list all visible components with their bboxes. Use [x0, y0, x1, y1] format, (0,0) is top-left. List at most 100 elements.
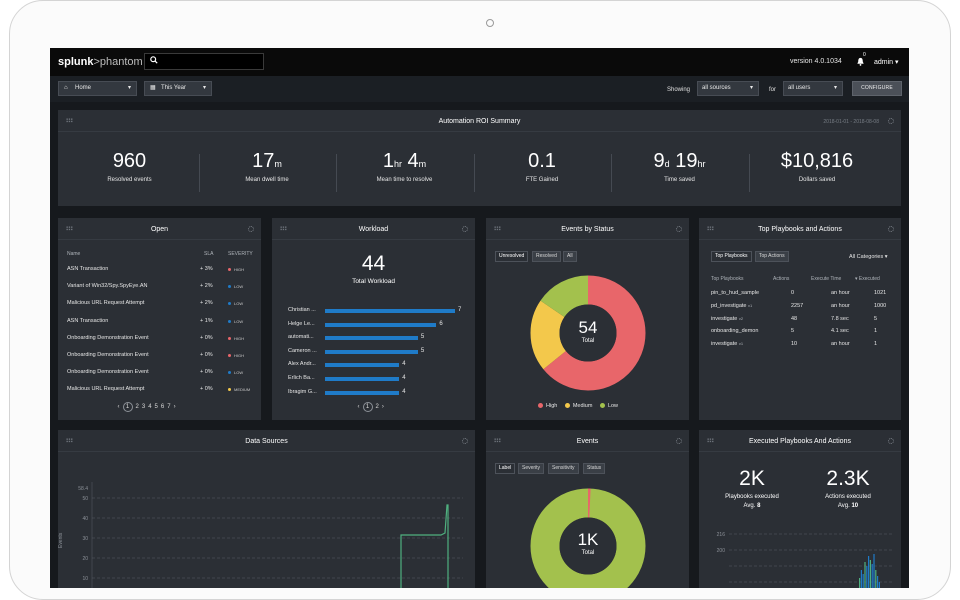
chevron-right-icon[interactable]: › — [173, 404, 176, 410]
page-link[interactable]: 1 — [122, 402, 133, 412]
drag-handle-icon[interactable] — [66, 118, 73, 123]
gear-icon[interactable] — [248, 226, 254, 232]
legend-medium[interactable]: Medium — [564, 403, 592, 409]
page-link[interactable]: 7 — [167, 404, 171, 410]
metric-unit: hr — [393, 159, 402, 169]
table-row[interactable]: investigate v2 48 7.8 sec 5 — [711, 316, 891, 326]
table-row[interactable]: Onboarding Demonstration Event + 0% HIGH — [67, 335, 253, 345]
playbook-name-text: pin_to_hud_sample — [711, 290, 760, 296]
table-row[interactable]: pin_to_hud_sample 0 an hour 1021 — [711, 290, 891, 300]
gear-icon[interactable] — [888, 118, 894, 124]
categories-dropdown[interactable]: All Categories ▾ — [849, 254, 888, 260]
table-row[interactable]: ASN Transaction + 1% LOW — [67, 318, 253, 328]
gear-icon[interactable] — [888, 226, 894, 232]
top-bar: splunk>phantom version 4.0.1034 0 admin … — [50, 48, 909, 76]
tab-unresolved[interactable]: Unresolved — [495, 251, 529, 262]
drag-handle-icon[interactable] — [66, 438, 73, 443]
gear-icon[interactable] — [676, 438, 682, 444]
tab-all[interactable]: All — [563, 251, 577, 262]
workload-bar[interactable] — [325, 309, 455, 313]
sources-dropdown[interactable]: all sources ▾ — [697, 81, 759, 96]
metric-number: 1 — [382, 150, 394, 172]
executed-bar[interactable] — [869, 560, 871, 588]
tab-status[interactable]: Status — [583, 463, 606, 474]
panel-header: Top Playbooks and Actions — [699, 218, 901, 240]
donut-segment-medium[interactable] — [530, 275, 646, 391]
drag-handle-icon[interactable] — [66, 226, 73, 231]
tab-sensitivity[interactable]: Sensitivity — [548, 463, 579, 474]
user-menu[interactable]: admin ▾ — [874, 58, 899, 66]
page-link[interactable]: 6 — [160, 404, 165, 410]
page-link[interactable]: 1 — [362, 402, 373, 412]
tab-resolved[interactable]: Resolved — [532, 251, 561, 262]
drag-handle-icon[interactable] — [494, 226, 501, 231]
legend-low[interactable]: Low — [599, 403, 618, 409]
drag-handle-icon[interactable] — [707, 226, 714, 231]
tab-top-actions[interactable]: Top Actions — [755, 251, 789, 262]
donut-segment-low[interactable] — [530, 275, 646, 391]
workload-bar[interactable] — [325, 322, 437, 327]
row-severity: LOW — [234, 284, 244, 290]
table-row[interactable]: Onboarding Demonstration Event + 0% HIGH — [67, 352, 253, 362]
period-dropdown[interactable]: ▦ This Year ▾ — [144, 81, 212, 96]
workload-bar[interactable] — [325, 349, 418, 354]
gear-icon[interactable] — [462, 226, 468, 232]
workload-value: 5 — [420, 347, 425, 354]
tab-top-playbooks[interactable]: Top Playbooks — [711, 251, 752, 262]
table-row[interactable]: pd_investigate v1 2257 an hour 1000 — [711, 303, 891, 313]
table-row[interactable]: onboarding_demon 5 4.1 sec 1 — [711, 328, 891, 338]
table-row[interactable]: Malicious URL Request Attempt + 2% LOW — [67, 300, 253, 310]
page-link[interactable]: 2 — [135, 404, 139, 410]
workload-bar[interactable] — [325, 390, 400, 395]
page-link[interactable]: 2 — [375, 404, 379, 410]
gear-icon[interactable] — [462, 438, 468, 444]
global-search-input[interactable] — [144, 53, 264, 70]
chevron-left-icon[interactable]: ‹ — [117, 404, 120, 410]
executed-bar[interactable] — [859, 578, 861, 588]
legend-dot — [538, 403, 543, 408]
tab-label[interactable]: Label — [495, 463, 516, 474]
gear-icon[interactable] — [676, 226, 682, 232]
workload-bar[interactable] — [325, 377, 400, 381]
executed-bar[interactable] — [875, 570, 877, 588]
panel-title: Events — [576, 438, 599, 445]
metric-unit: d — [664, 159, 670, 169]
app-logo[interactable]: splunk>phantom — [58, 56, 143, 68]
configure-button[interactable]: CONFIGURE — [852, 81, 902, 96]
playbook-name-text: pd_investigate — [711, 302, 747, 309]
gear-icon[interactable] — [888, 438, 894, 444]
executed-bar[interactable] — [864, 562, 866, 588]
users-dropdown[interactable]: all users ▾ — [783, 81, 843, 96]
table-row[interactable]: Variant of Win32/Spy.SpyEye.AN + 2% LOW — [67, 283, 253, 293]
home-dropdown[interactable]: ⌂ Home ▾ — [58, 81, 137, 96]
page-link[interactable]: 4 — [148, 404, 152, 410]
drag-handle-icon[interactable] — [494, 438, 501, 443]
for-label: for — [769, 87, 777, 93]
chevron-right-icon[interactable]: › — [381, 404, 384, 410]
executed-bar[interactable] — [862, 574, 864, 588]
workload-bar[interactable] — [325, 363, 400, 368]
page-link[interactable]: 3 — [141, 404, 146, 410]
donut-segment-small[interactable] — [530, 488, 646, 588]
data-source-series-line[interactable] — [92, 504, 449, 588]
executed-bar[interactable] — [871, 564, 873, 588]
workload-bar[interactable] — [325, 336, 418, 341]
executed-bar[interactable] — [877, 576, 879, 588]
legend-high[interactable]: High — [538, 403, 557, 409]
bell-icon[interactable] — [856, 57, 865, 66]
table-row[interactable]: ASN Transaction + 3% HIGH — [67, 266, 253, 276]
table-row[interactable]: Onboarding Demonstration Event + 0% LOW — [67, 369, 253, 379]
table-row[interactable]: investigate v1 10 an hour 1 — [711, 341, 891, 351]
drag-handle-icon[interactable] — [707, 438, 714, 443]
chevron-left-icon[interactable]: ‹ — [357, 404, 360, 410]
executed-bar[interactable] — [860, 570, 862, 588]
page-link[interactable]: 5 — [154, 404, 158, 410]
drag-handle-icon[interactable] — [280, 226, 287, 231]
executed-bar[interactable] — [873, 554, 875, 588]
column-header-executed[interactable]: ▾ Executed — [855, 276, 880, 282]
tab-severity[interactable]: Severity — [518, 463, 545, 474]
executed-bar[interactable] — [878, 582, 880, 588]
table-row[interactable]: Malicious URL Request Attempt + 0% MEDIUM — [67, 386, 253, 396]
executed-bar[interactable] — [868, 556, 870, 588]
executed-bar[interactable] — [866, 566, 868, 588]
